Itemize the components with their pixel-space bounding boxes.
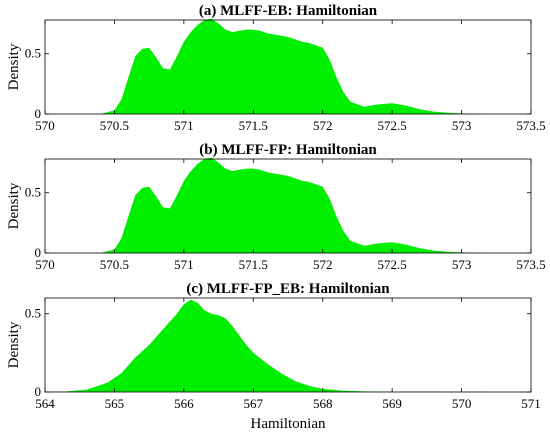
x-tick-label: 571.5 (239, 257, 268, 272)
x-tick-label: 573.5 (516, 257, 545, 272)
x-tick-label: 572.5 (378, 257, 407, 272)
panel-title-1: (a) MLFF-EB: Hamiltonian (199, 3, 378, 19)
axes-box-1 (44, 19, 532, 115)
x-tick-label: 571 (174, 118, 194, 133)
x-tick-label: 570 (35, 118, 55, 133)
x-tick-label: 573.5 (516, 118, 545, 133)
panel-title-2: (b) MLFF-FP: Hamiltonian (199, 142, 377, 158)
x-tick-label: 570.5 (100, 118, 129, 133)
y-axis-label-1: Density (6, 43, 22, 90)
x-tick-label: 568 (313, 396, 333, 411)
y-tick-label: 0 (35, 245, 42, 260)
x-tick-label: 566 (174, 396, 194, 411)
y-tick-label: 0 (35, 384, 42, 399)
x-tick-label: 571 (174, 257, 194, 272)
y-tick-label: 0 (35, 106, 42, 121)
x-tick-label: 570 (452, 396, 472, 411)
x-tick-label: 573 (452, 257, 472, 272)
x-tick-label: 570 (35, 257, 55, 272)
axes-box-3 (44, 297, 532, 393)
density-area-2 (100, 157, 490, 253)
x-tick-label: 572.5 (378, 118, 407, 133)
x-tick-label: 565 (105, 396, 125, 411)
y-tick-label: 0.5 (25, 306, 41, 321)
density-area-3 (45, 299, 504, 392)
panel-title-3: (c) MLFF-FP_EB: Hamiltonian (186, 281, 390, 297)
x-tick-label: 573 (452, 118, 472, 133)
x-tick-label: 571.5 (239, 118, 268, 133)
x-tick-label: 571 (521, 396, 541, 411)
x-tick-label: 567 (244, 396, 264, 411)
x-tick-label: 570.5 (100, 257, 129, 272)
y-axis-label-2: Density (6, 182, 22, 229)
x-tick-label: 564 (35, 396, 55, 411)
y-tick-label: 0.5 (25, 46, 41, 61)
x-axis-label-3: Hamiltonian (251, 416, 326, 432)
axes-box-2 (44, 158, 532, 254)
x-tick-label: 572 (313, 118, 333, 133)
y-axis-label-3: Density (6, 321, 22, 368)
y-tick-label: 0.5 (25, 185, 41, 200)
x-tick-label: 572 (313, 257, 333, 272)
density-area-1 (100, 18, 490, 114)
x-tick-label: 569 (382, 396, 402, 411)
